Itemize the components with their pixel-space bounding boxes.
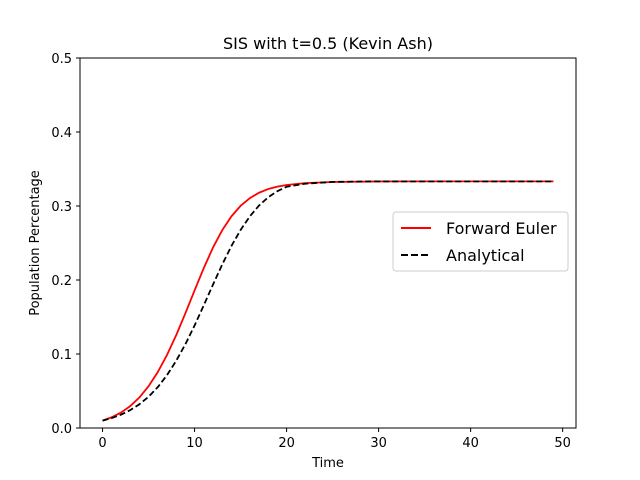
x-tick-label: 0 bbox=[98, 436, 106, 451]
series-layer bbox=[102, 180, 554, 422]
chart-title: SIS with t=0.5 (Kevin Ash) bbox=[223, 34, 433, 53]
y-tick-label: 0.3 bbox=[51, 200, 72, 215]
y-tick-label: 0.1 bbox=[51, 348, 72, 363]
tick-layer: 0 10 20 30 40 50 0.0 0.1 0.2 0.3 0.4 0.5 bbox=[51, 52, 571, 451]
legend-box bbox=[392, 211, 569, 272]
y-tick-label: 0.0 bbox=[51, 422, 72, 437]
y-axis-label: Population Percentage bbox=[28, 170, 43, 316]
x-tick-label: 30 bbox=[370, 436, 387, 451]
y-tick-label: 0.5 bbox=[51, 52, 72, 67]
series-line-analytical bbox=[102, 180, 554, 422]
y-tick-label: 0.4 bbox=[51, 126, 72, 141]
x-tick-label: 20 bbox=[278, 436, 295, 451]
legend-label-forward-euler: Forward Euler bbox=[446, 219, 557, 238]
legend-label-analytical: Analytical bbox=[446, 246, 525, 265]
series-line-forward-euler bbox=[102, 180, 554, 422]
x-tick-label: 10 bbox=[186, 436, 203, 451]
x-tick-label: 50 bbox=[554, 436, 571, 451]
plot-frame bbox=[79, 57, 577, 429]
y-tick-label: 0.2 bbox=[51, 274, 72, 289]
legend: Forward Euler Analytical bbox=[392, 211, 569, 272]
x-axis-label: Time bbox=[311, 456, 344, 471]
x-tick-label: 40 bbox=[462, 436, 479, 451]
